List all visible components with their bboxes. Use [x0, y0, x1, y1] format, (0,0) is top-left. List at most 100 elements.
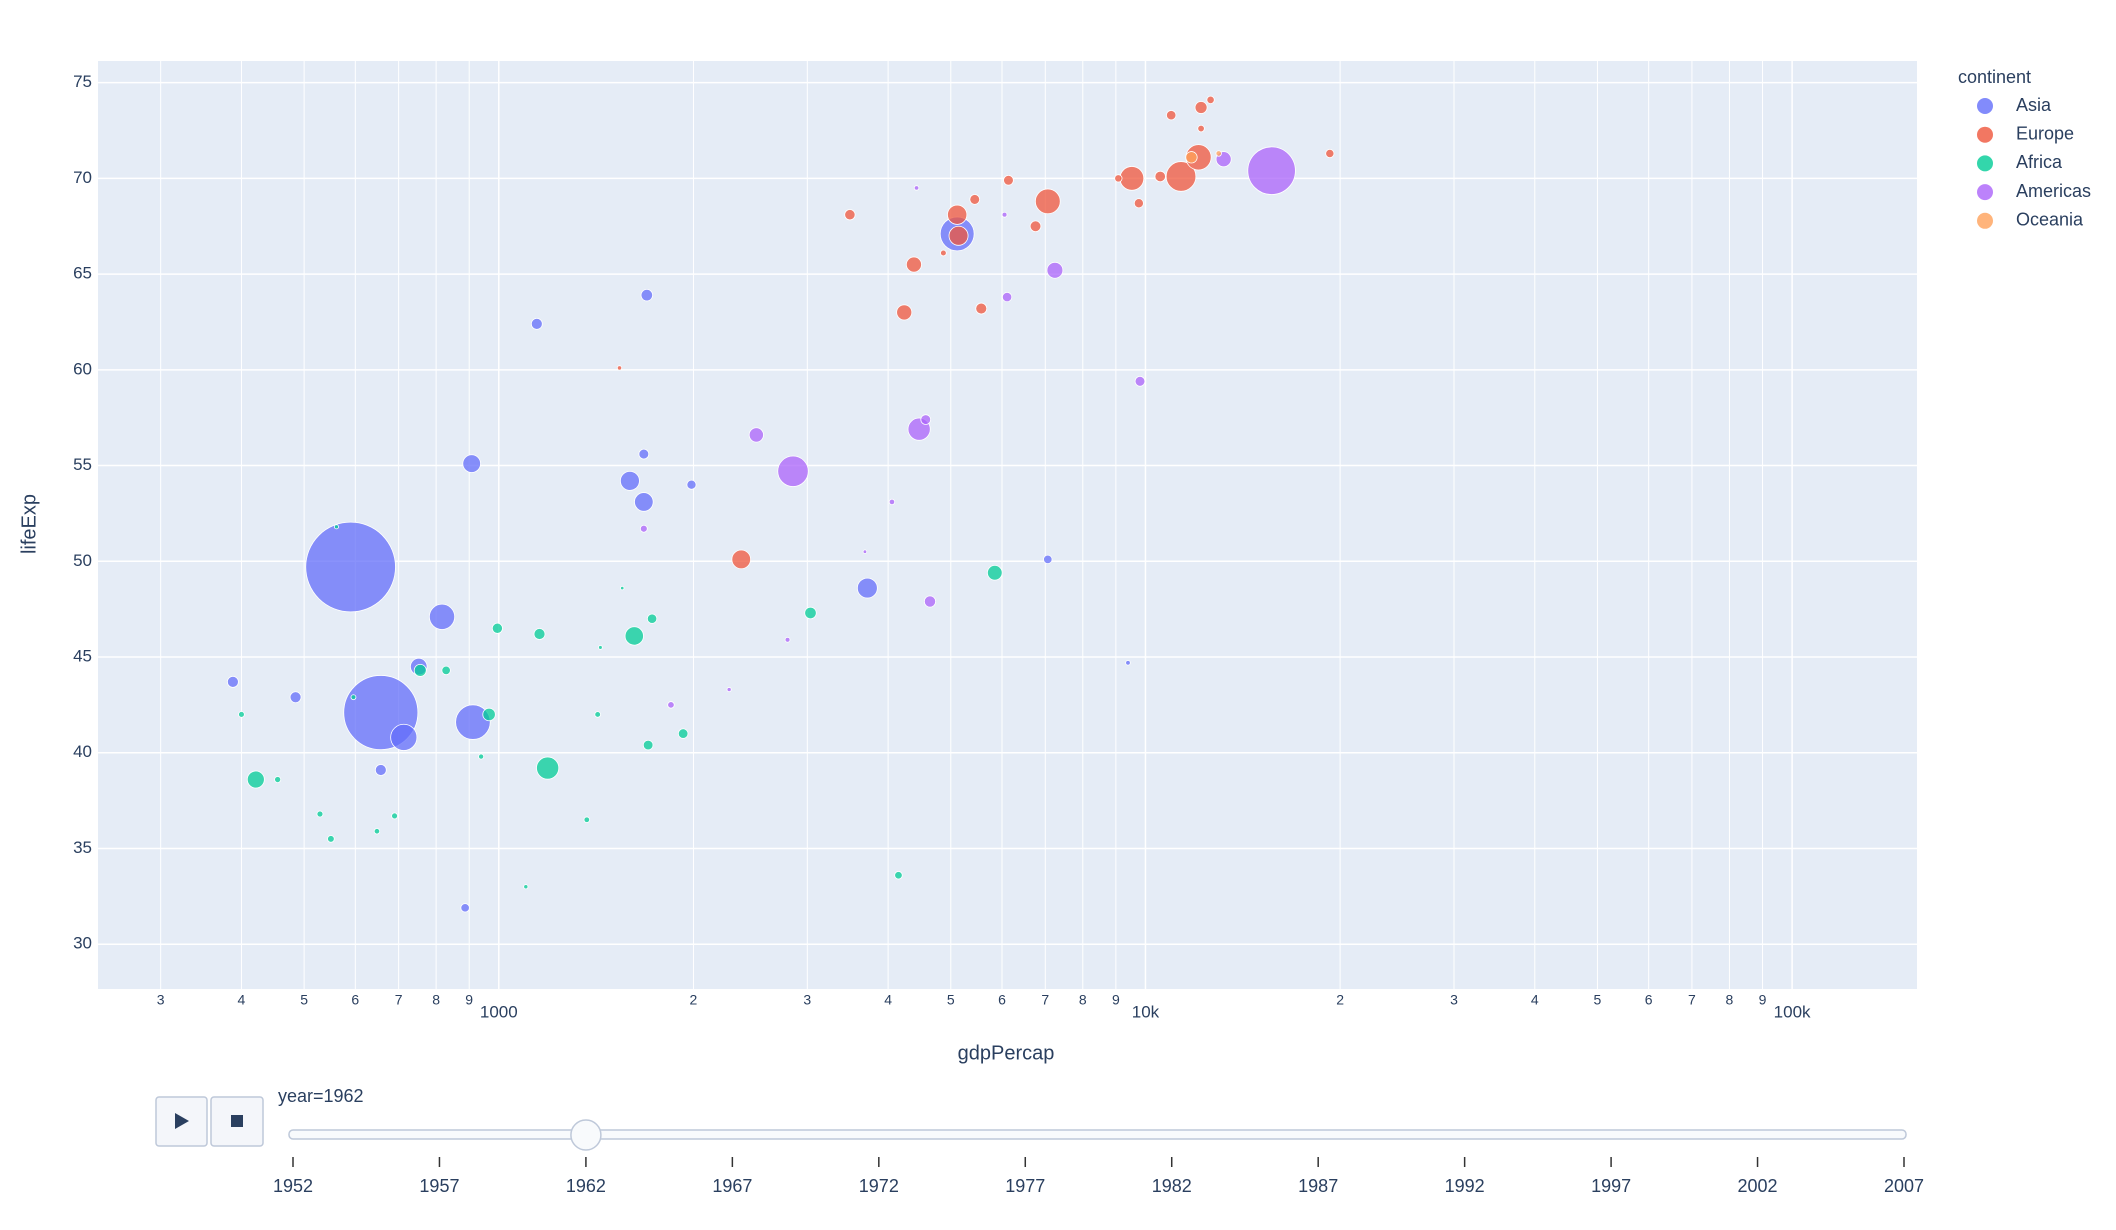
bubble — [333, 524, 339, 530]
legend-item[interactable]: Asia — [1977, 95, 2052, 115]
legend-item[interactable]: Americas — [1977, 181, 2091, 201]
y-tick-label: 70 — [73, 168, 92, 187]
bubble — [620, 585, 625, 591]
bubble — [646, 613, 658, 624]
slider-step-label[interactable]: 1962 — [566, 1176, 606, 1196]
bubble — [844, 209, 856, 221]
x-tick-label: 4 — [884, 992, 892, 1008]
bubble — [374, 764, 387, 776]
bubble — [888, 498, 896, 506]
bubble — [327, 835, 335, 843]
bubble — [373, 828, 381, 835]
bubble — [619, 470, 640, 491]
bubble — [987, 564, 1003, 581]
plot-background — [98, 61, 1917, 989]
bubble — [428, 603, 456, 630]
x-tick-label: 4 — [1531, 992, 1539, 1008]
y-axis-title: lifeExp — [18, 494, 40, 554]
slider-step-label[interactable]: 1952 — [273, 1176, 313, 1196]
stop-button[interactable] — [210, 1096, 264, 1147]
bubble — [896, 304, 913, 321]
y-tick-label: 65 — [73, 264, 92, 283]
x-tick-label: 3 — [157, 992, 165, 1008]
bubble — [1194, 101, 1208, 114]
bubble — [677, 728, 689, 739]
bubble — [894, 871, 903, 880]
legend-label: Oceania — [2016, 210, 2084, 230]
bubble — [391, 812, 398, 820]
bubble — [1154, 170, 1166, 183]
slider-knob[interactable] — [570, 1119, 602, 1151]
bubble — [598, 645, 603, 650]
y-tick-label: 35 — [73, 838, 92, 857]
legend-label: Europe — [2016, 123, 2074, 143]
bubble — [1125, 660, 1131, 666]
bubble — [777, 455, 809, 487]
legend-item[interactable]: Europe — [1977, 123, 2074, 143]
play-button[interactable] — [155, 1096, 208, 1147]
slider-step-label[interactable]: 1977 — [1005, 1176, 1045, 1196]
slider-track[interactable] — [288, 1129, 1907, 1140]
x-tick-label: 3 — [1450, 992, 1458, 1008]
bubble — [731, 549, 752, 570]
x-tick-label: 7 — [1041, 992, 1049, 1008]
x-tick-label: 9 — [1112, 992, 1120, 1008]
bubble — [1001, 291, 1013, 303]
legend-item[interactable]: Oceania — [1977, 210, 2084, 230]
bubble — [1197, 124, 1205, 133]
bubble — [350, 694, 357, 701]
bubble — [390, 723, 418, 751]
x-tick-label: 2 — [1336, 992, 1344, 1008]
bubble — [533, 628, 546, 640]
bubble — [1046, 261, 1064, 279]
bubble — [856, 577, 878, 599]
bubble — [969, 194, 981, 205]
bubble — [1166, 110, 1177, 121]
bubble — [1247, 146, 1296, 195]
bubble — [441, 665, 451, 676]
slider-step-label[interactable]: 2007 — [1884, 1176, 1924, 1196]
bubble — [1215, 150, 1222, 157]
bubble — [624, 626, 644, 646]
legend-label: Africa — [2016, 152, 2063, 172]
bubble — [975, 302, 988, 315]
bubble — [634, 492, 654, 512]
bubble — [640, 288, 653, 302]
x-tick-label: 2 — [690, 992, 698, 1008]
y-tick-label: 40 — [73, 742, 92, 761]
legend-item[interactable]: Africa — [1977, 152, 2063, 172]
bubble — [1206, 95, 1215, 104]
bubble — [940, 249, 947, 257]
bubble — [1003, 174, 1014, 186]
legend-label: Americas — [2016, 181, 2091, 201]
bubble — [413, 663, 427, 677]
legend-title: continent — [1958, 67, 2031, 87]
x-tick-label: 9 — [465, 992, 473, 1008]
bubble — [289, 691, 302, 704]
bubble — [594, 711, 601, 718]
slider-step-label[interactable]: 1997 — [1591, 1176, 1631, 1196]
bubble — [784, 636, 791, 643]
bubble — [491, 622, 503, 634]
x-tick-label: 7 — [395, 992, 403, 1008]
bubble — [462, 454, 481, 473]
bubble — [1325, 148, 1335, 159]
bubble — [686, 479, 697, 490]
bubble — [1134, 375, 1146, 387]
slider-step-label[interactable]: 1967 — [712, 1176, 752, 1196]
slider-step-label[interactable]: 1992 — [1445, 1176, 1485, 1196]
bubble — [482, 707, 496, 722]
slider-step-label[interactable]: 1982 — [1152, 1176, 1192, 1196]
bubble — [316, 810, 324, 818]
bubble — [1034, 188, 1061, 215]
slider-step-label[interactable]: 1972 — [859, 1176, 899, 1196]
x-tick-label: 8 — [432, 992, 440, 1008]
slider-step-label[interactable]: 1987 — [1298, 1176, 1338, 1196]
slider-step-label[interactable]: 1957 — [419, 1176, 459, 1196]
slider-step-label[interactable]: 2002 — [1738, 1176, 1778, 1196]
x-tick-label: 6 — [351, 992, 359, 1008]
x-tick-label: 4 — [238, 992, 246, 1008]
legend-marker — [1977, 98, 1993, 114]
bubble — [948, 225, 969, 246]
bubble — [639, 524, 648, 533]
